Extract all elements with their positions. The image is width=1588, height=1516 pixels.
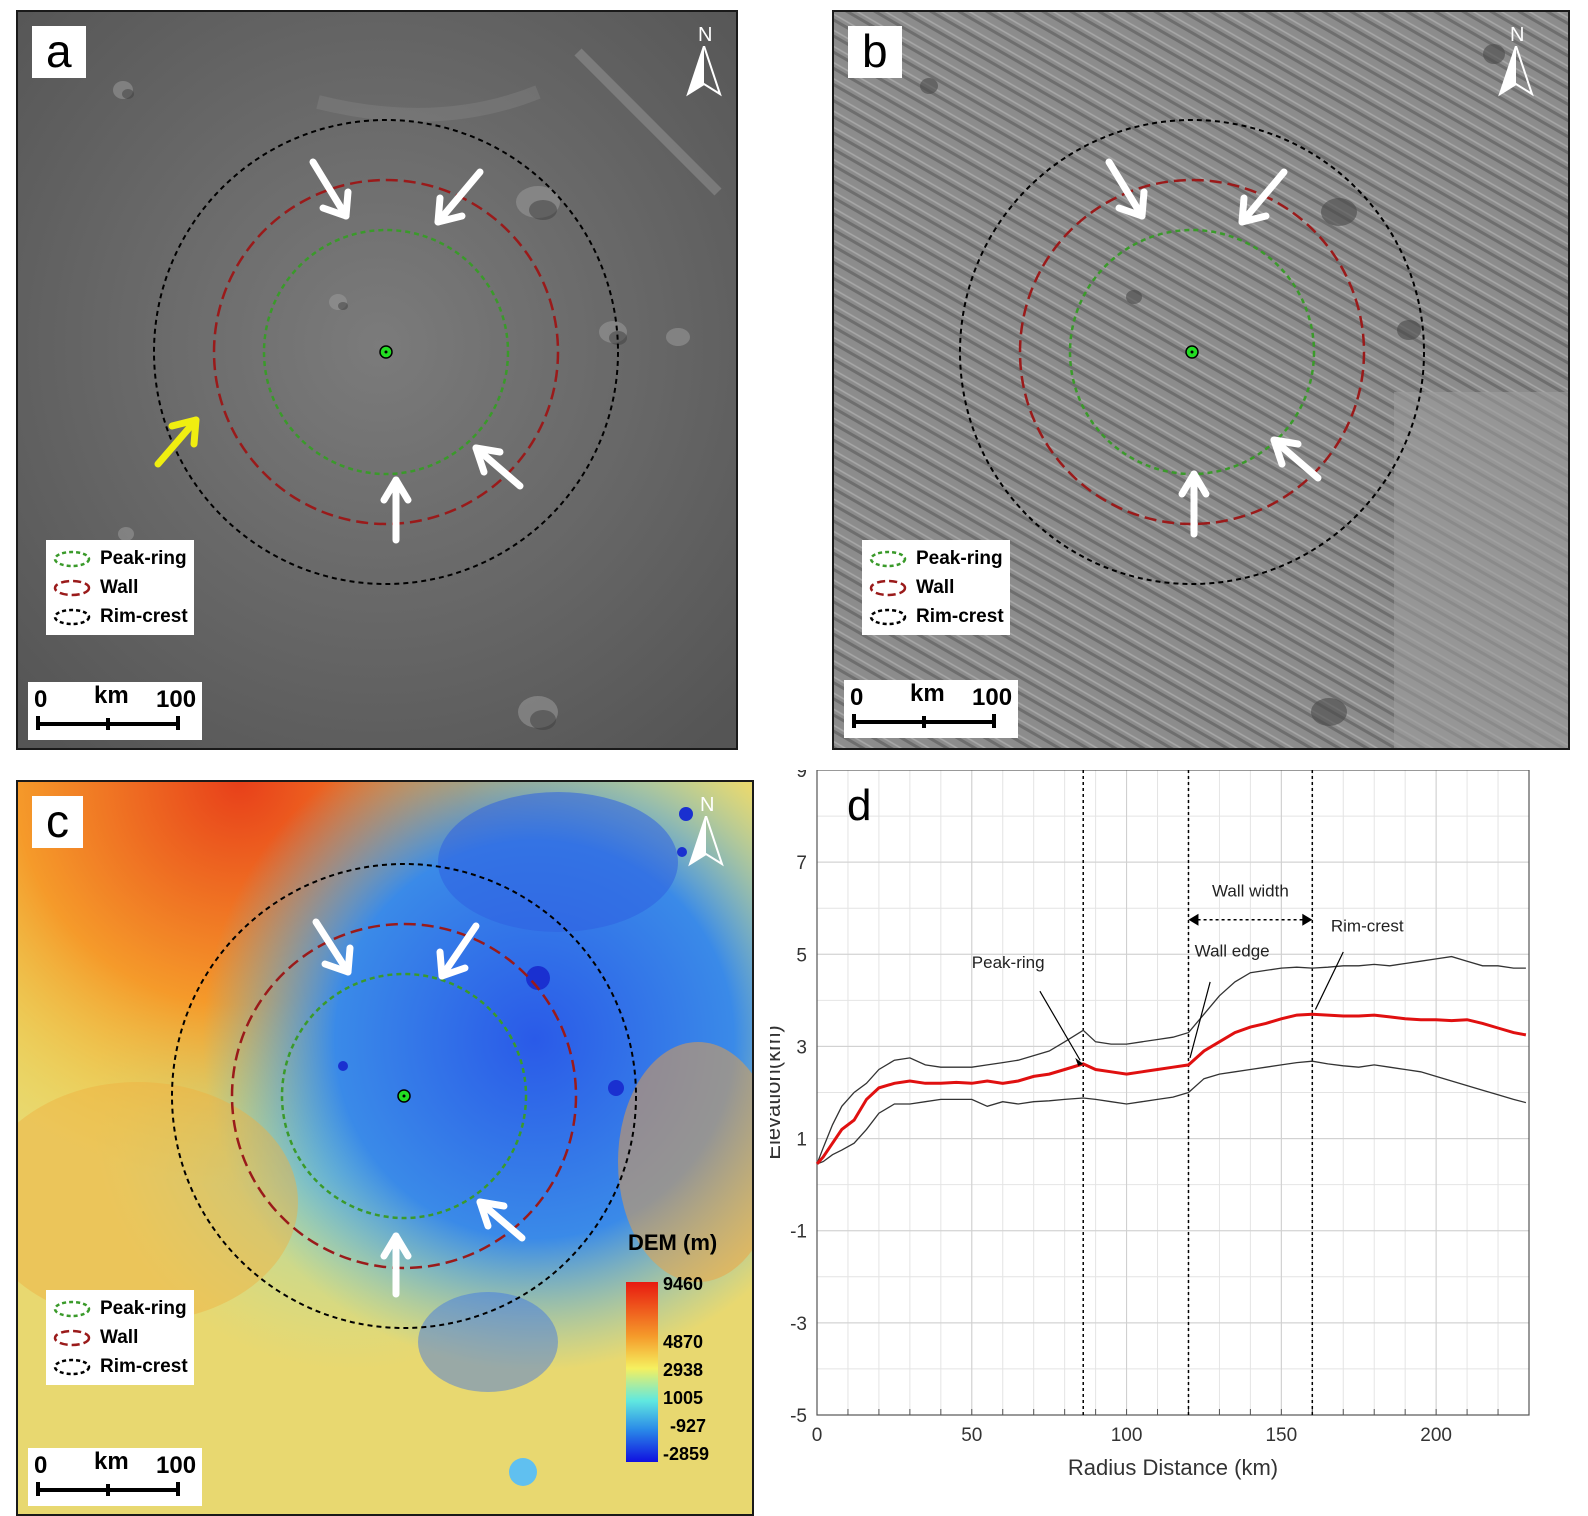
- north-label: N: [1510, 24, 1525, 46]
- panel-a: a N Peak-ring Wall Rim-crest 0 km 100: [16, 10, 738, 750]
- scale-end: 100: [972, 684, 1013, 711]
- x-tick-label: 150: [1265, 1425, 1297, 1446]
- dem-legend-title: DEM (m): [628, 1230, 718, 1255]
- hillshade-map: [834, 12, 1568, 748]
- panel-label-b: b: [848, 26, 902, 78]
- y-axis-label: Elevation(km): [770, 1025, 785, 1159]
- legend: Peak-ring Wall Rim-crest: [862, 540, 1010, 635]
- x-tick-label: 100: [1111, 1425, 1143, 1446]
- legend: Peak-ring Wall Rim-crest: [46, 1290, 194, 1385]
- elevation-profile-chart: 0 50 100 150 200 -5 -3 -1 1 3 5 7 9 Radius Distance (…: [760, 761, 1530, 1480]
- north-arrow-icon: N: [686, 24, 726, 97]
- legend-label: Peak-ring: [100, 1297, 187, 1319]
- legend-label: Rim-crest: [100, 1355, 188, 1377]
- scale-bar: 0 km 100: [28, 1448, 202, 1506]
- y-tick-label: -3: [790, 1314, 807, 1335]
- panel-c: c N Peak-ring Wall Rim-crest 0 km 100 DE…: [16, 780, 754, 1516]
- scale-unit: km: [910, 680, 945, 707]
- legend-label: Peak-ring: [916, 547, 1003, 569]
- legend-item-peak-ring: Peak-ring: [52, 1294, 188, 1323]
- north-label: N: [700, 794, 715, 816]
- legend-item-rim-crest: Rim-crest: [52, 1352, 188, 1381]
- wall-width-arrowhead: [1302, 913, 1313, 926]
- north-label: N: [698, 24, 713, 46]
- annotation-arrow: [1039, 990, 1081, 1061]
- legend-item-wall: Wall: [52, 1323, 188, 1352]
- dem-tick: 1005: [663, 1388, 704, 1408]
- scale-unit: km: [94, 1448, 129, 1475]
- annotation-wall-edge: Wall edge: [1195, 942, 1270, 961]
- scale-unit: km: [94, 682, 129, 709]
- north-arrow-icon: N: [688, 794, 728, 867]
- dem-tick: -927: [670, 1416, 707, 1436]
- white-arrow-icon: [312, 918, 526, 1298]
- north-arrow-icon: N: [1498, 24, 1538, 97]
- wall-width-arrowhead: [1188, 913, 1199, 926]
- white-arrow-icon: [1105, 158, 1322, 538]
- scale-end: 100: [156, 686, 197, 713]
- lro-image-map: [18, 12, 736, 748]
- dem-tick: -2859: [663, 1444, 710, 1464]
- scale-bar: 0 km 100: [28, 682, 202, 740]
- annotation-arrow: [1314, 951, 1344, 1010]
- scale-start: 0: [850, 684, 864, 711]
- series-line: [816, 1060, 1527, 1165]
- legend: Peak-ring Wall Rim-crest: [46, 540, 194, 635]
- y-tick-label: -5: [790, 1406, 807, 1427]
- series-line: [815, 1012, 1527, 1165]
- legend-label: Wall: [100, 1326, 139, 1348]
- x-tick-label: 50: [961, 1425, 982, 1446]
- annotation-peak-ring: Peak-ring: [972, 953, 1045, 972]
- legend-item-rim-crest: Rim-crest: [868, 602, 1004, 631]
- legend-item-rim-crest: Rim-crest: [52, 602, 188, 631]
- dem-tick: 4870: [663, 1332, 704, 1352]
- x-tick-label: 200: [1420, 1425, 1452, 1446]
- y-tick-label: 1: [796, 1130, 807, 1151]
- y-tick-label: 7: [796, 853, 807, 874]
- y-tick-label: 3: [796, 1037, 807, 1058]
- legend-item-peak-ring: Peak-ring: [868, 544, 1004, 573]
- annotation-arrow: [1189, 981, 1211, 1059]
- annotation-arrowhead: [1075, 1057, 1084, 1066]
- x-tick-label: 0: [812, 1425, 823, 1446]
- legend-label: Wall: [916, 576, 955, 598]
- panel-label-a: a: [32, 26, 86, 78]
- scale-start: 0: [34, 686, 48, 713]
- dem-map: [18, 782, 752, 1514]
- legend-label: Rim-crest: [100, 605, 188, 627]
- y-tick-label: 5: [796, 945, 807, 966]
- panel-label-c: c: [32, 796, 83, 848]
- legend-label: Wall: [100, 576, 139, 598]
- legend-label: Peak-ring: [100, 547, 187, 569]
- x-axis-label: Radius Distance (km): [1068, 1455, 1278, 1480]
- dem-tick: 9460: [663, 1274, 704, 1294]
- y-tick-label: 9: [796, 770, 807, 782]
- legend-item-peak-ring: Peak-ring: [52, 544, 188, 573]
- series-line: [816, 955, 1526, 1165]
- annotation-rim-crest: Rim-crest: [1331, 916, 1404, 935]
- legend-item-wall: Wall: [868, 573, 1004, 602]
- panel-b: b N Peak-ring Wall Rim-crest 0 km 100: [832, 10, 1570, 750]
- white-arrow-icon: [309, 158, 524, 544]
- legend-label: Rim-crest: [916, 605, 1004, 627]
- scale-end: 100: [156, 1452, 197, 1479]
- scale-bar: 0 km 100: [844, 680, 1018, 738]
- panel-label-d: d: [847, 781, 871, 830]
- annotation-wall-width: Wall width: [1212, 882, 1289, 901]
- legend-item-wall: Wall: [52, 573, 188, 602]
- panel-d: 0 50 100 150 200 -5 -3 -1 1 3 5 7 9 Radius Distance (…: [760, 761, 1580, 1510]
- y-tick-label: -1: [790, 1222, 807, 1243]
- yellow-arrow-icon: [154, 416, 200, 468]
- dem-tick: 2938: [663, 1360, 704, 1380]
- plot-frame: [816, 769, 1530, 1416]
- scale-start: 0: [34, 1452, 48, 1479]
